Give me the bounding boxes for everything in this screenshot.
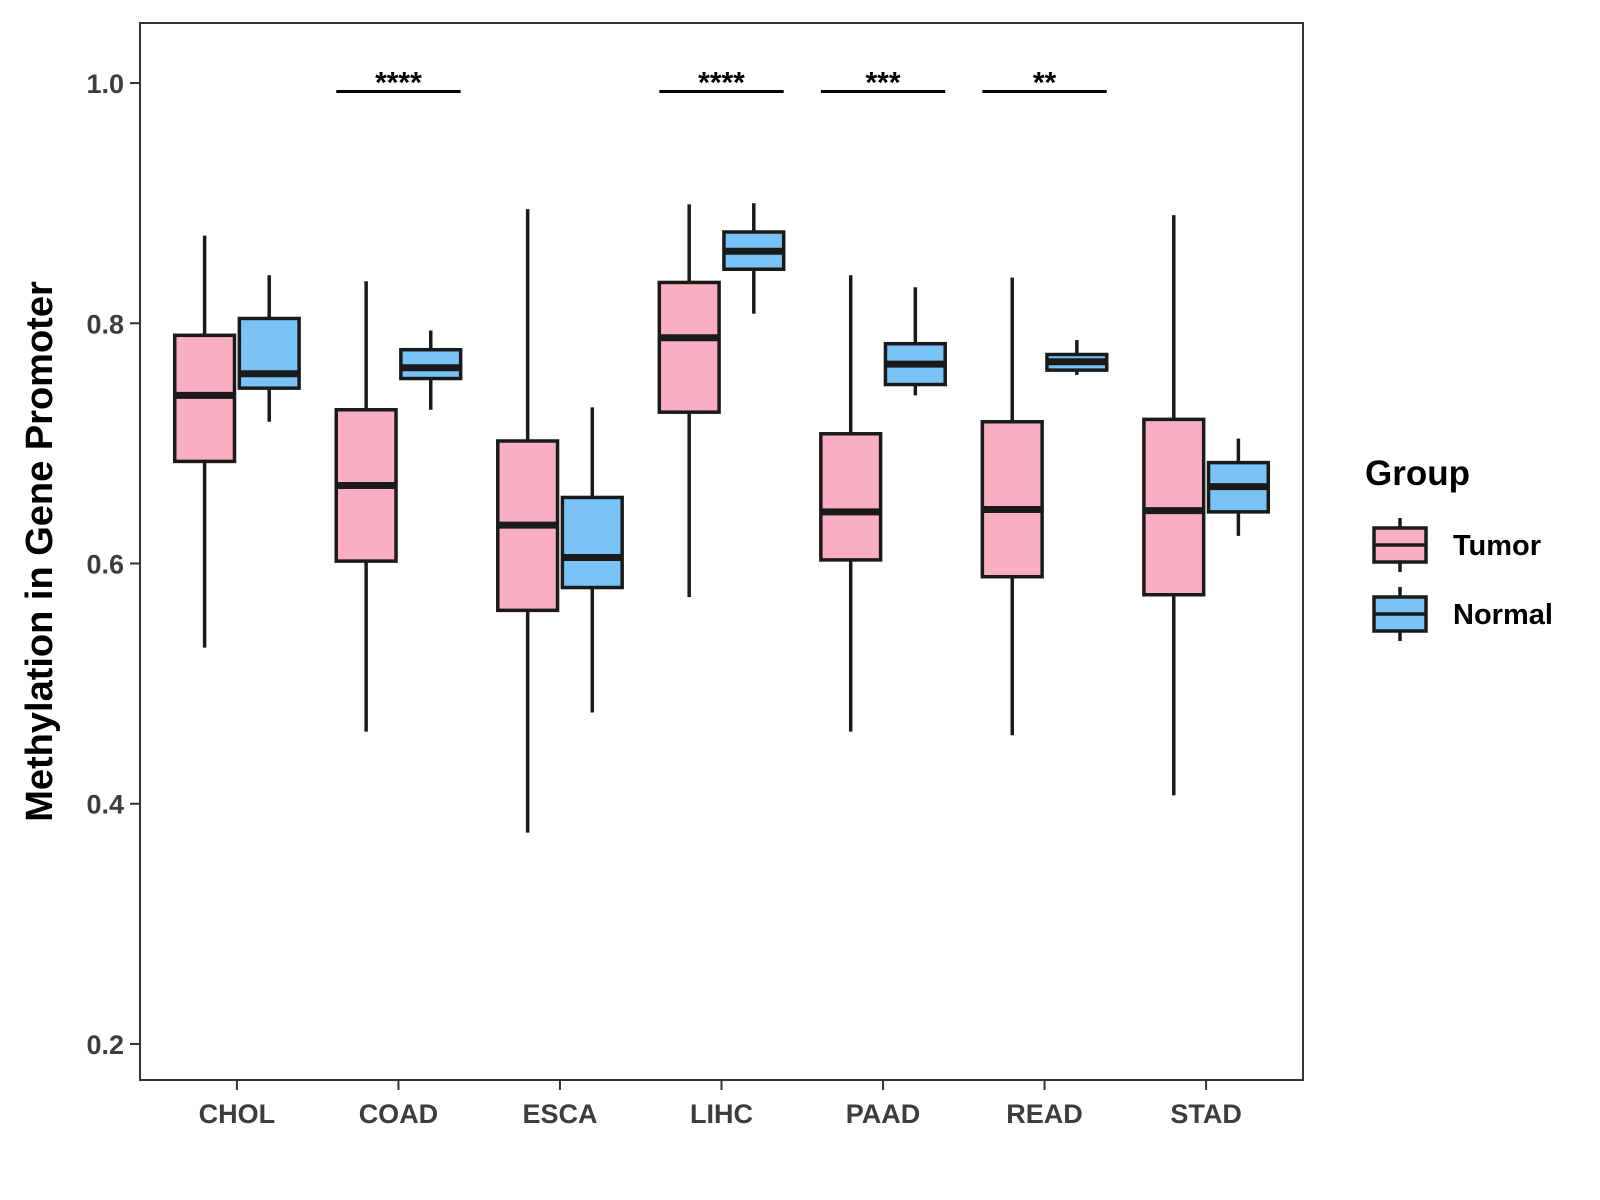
box-body <box>1142 417 1206 597</box>
significance-label: **** <box>698 66 745 99</box>
y-axis-title: Methylation in Gene Promoter <box>19 281 61 822</box>
y-tick-label: 0.4 <box>86 790 124 820</box>
x-tick-label: STAD <box>1170 1099 1242 1129</box>
x-axis: CHOL COAD ESCA LIHC PAAD READ STAD <box>199 1080 1242 1129</box>
box-normal-lihc <box>722 203 786 314</box>
x-tick-label: READ <box>1006 1099 1083 1129</box>
y-tick-label: 0.8 <box>86 309 124 339</box>
x-tick-label: PAAD <box>846 1099 921 1129</box>
significance-label: ** <box>1033 66 1057 99</box>
box-body <box>819 432 883 562</box>
box-body <box>399 347 463 381</box>
legend-title: Group <box>1365 454 1470 493</box>
box-normal-stad <box>1206 438 1271 536</box>
legend: Group Tumor Normal <box>1365 454 1553 641</box>
box-body <box>980 420 1044 579</box>
y-tick-label: 0.6 <box>86 550 124 580</box>
significance-label: **** <box>375 66 422 99</box>
box-tumor-read <box>980 277 1044 736</box>
box-normal-paad <box>883 287 947 396</box>
x-tick-label: ESCA <box>522 1099 597 1129</box>
significance-label: *** <box>866 66 901 99</box>
box-tumor-lihc <box>657 204 721 598</box>
box-normal-coad <box>399 330 463 410</box>
plot-panel <box>139 22 1304 1081</box>
legend-item-normal: Normal <box>1372 587 1553 641</box>
box-body <box>237 316 301 390</box>
y-tick-label: 0.2 <box>86 1030 124 1060</box>
legend-label: Normal <box>1453 599 1553 631</box>
x-tick-label: CHOL <box>199 1099 276 1129</box>
boxes-layer <box>172 203 1271 833</box>
x-tick-label: COAD <box>359 1099 439 1129</box>
box-normal-esca <box>560 407 624 713</box>
significance-layer: **** **** *** ** <box>336 66 1107 99</box>
y-tick-label: 1.0 <box>86 69 124 99</box>
x-tick-label: LIHC <box>690 1099 753 1129</box>
box-body <box>560 495 624 590</box>
box-body <box>657 280 721 414</box>
box-tumor-coad <box>334 281 398 732</box>
box-normal-read <box>1045 340 1109 375</box>
legend-label: Tumor <box>1453 530 1541 562</box>
box-tumor-esca <box>496 209 560 833</box>
legend-item-tumor: Tumor <box>1372 518 1541 572</box>
box-tumor-stad <box>1142 215 1206 796</box>
box-tumor-paad <box>819 275 883 732</box>
box-normal-chol <box>237 275 301 422</box>
y-axis: 0.2 0.4 0.6 0.8 1.0 <box>86 69 140 1060</box>
box-tumor-chol <box>172 235 237 648</box>
